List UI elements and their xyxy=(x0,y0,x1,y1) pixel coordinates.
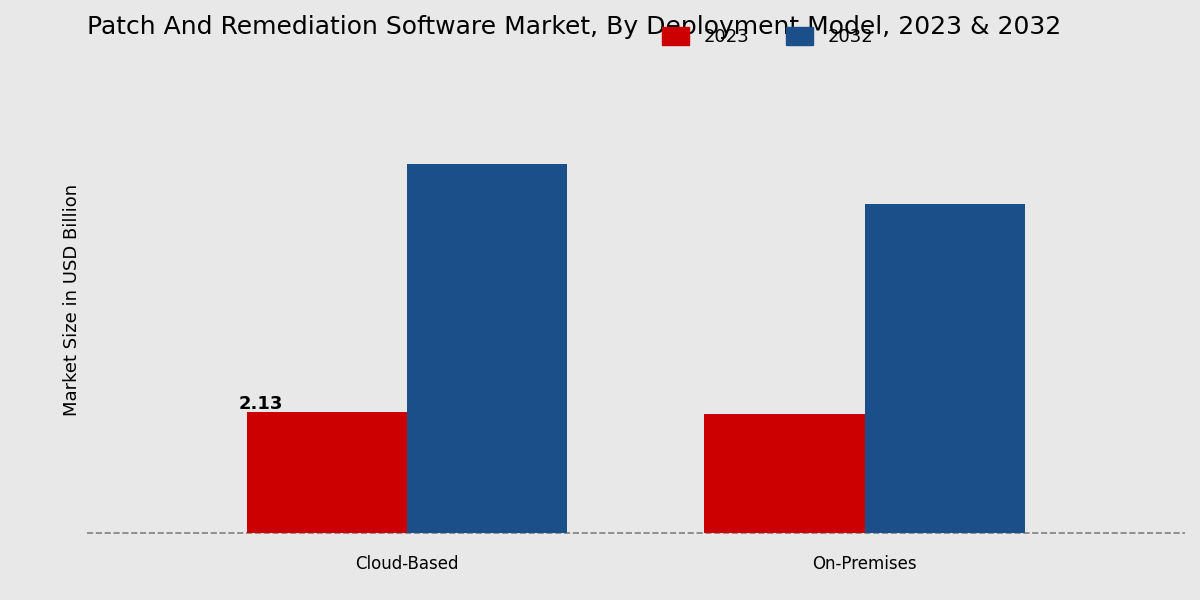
Text: Patch And Remediation Software Market, By Deployment Model, 2023 & 2032: Patch And Remediation Software Market, B… xyxy=(86,15,1061,39)
Text: 2.13: 2.13 xyxy=(239,395,283,413)
Bar xyxy=(247,412,407,533)
Bar xyxy=(407,164,568,533)
Bar xyxy=(704,414,865,533)
Bar xyxy=(865,204,1025,533)
Legend: 2023, 2032: 2023, 2032 xyxy=(655,20,880,53)
Y-axis label: Market Size in USD Billion: Market Size in USD Billion xyxy=(62,184,80,416)
